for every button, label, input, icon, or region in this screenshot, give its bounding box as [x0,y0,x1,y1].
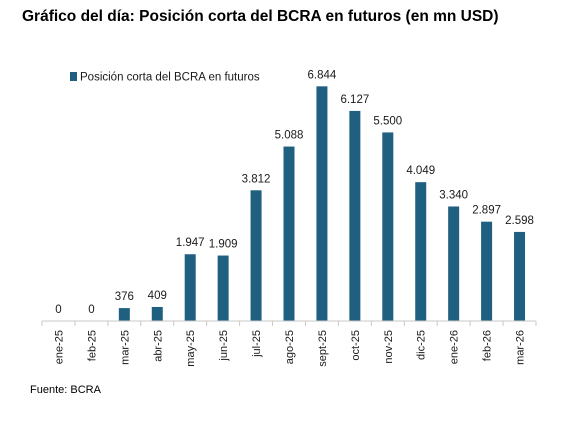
value-label-oct-25: 6.127 [340,94,369,106]
value-label-dic-25: 4.049 [406,165,435,177]
value-label-mar-25: 376 [115,291,134,303]
legend: Posición corta del BCRA en futuros [70,72,260,84]
category-label-ago-25: ago-25 [284,330,296,364]
category-label-feb-25: feb-25 [86,330,98,361]
value-label-ene-25: 0 [55,304,61,316]
category-label-mar-26: mar-26 [515,330,527,365]
value-label-abr-25: 409 [148,290,167,302]
category-label-ene-26: ene-26 [449,330,461,364]
source-note: Fuente: BCRA [30,384,101,396]
category-label-ene-25: ene-25 [53,330,65,364]
value-label-jun-25: 1.909 [209,239,238,251]
bar-jun-25 [217,255,229,321]
category-label-feb-26: feb-26 [482,330,494,361]
value-label-mar-26: 2.598 [505,215,534,227]
category-label-oct-25: oct-25 [350,330,362,361]
bar-ago-25 [283,146,295,321]
value-label-feb-25: 0 [88,304,94,316]
bar-ene-26 [448,206,460,321]
value-label-sept-25: 6.844 [308,69,337,81]
bar-sept-25 [316,86,328,321]
bar-mar-26 [514,231,526,321]
category-label-nov-25: nov-25 [383,330,395,364]
bar-dic-25 [415,182,427,321]
category-label-sept-25: sept-25 [317,330,329,367]
value-label-ene-26: 3.340 [439,189,468,201]
value-label-feb-26: 2.897 [472,205,501,217]
bar-may-25 [184,254,196,321]
category-label-jul-25: jul-25 [251,330,263,358]
page-title: Gráfico del día: Posición corta del BCRA… [22,8,499,25]
bar-mar-25 [118,308,130,321]
value-label-may-25: 1.947 [176,237,205,249]
value-label-ago-25: 5.088 [275,130,304,142]
bar-abr-25 [151,306,163,321]
bar-feb-26 [481,221,493,321]
legend-swatch [70,72,77,81]
category-label-mar-25: mar-25 [119,330,131,365]
category-label-jun-25: jun-25 [218,330,230,362]
bar-jul-25 [250,190,262,321]
bar-oct-25 [349,110,361,321]
legend-label: Posición corta del BCRA en futuros [80,72,260,84]
bar-nov-25 [382,132,394,321]
value-label-jul-25: 3.812 [242,173,271,185]
category-label-abr-25: abr-25 [152,330,164,362]
value-label-nov-25: 5.500 [373,115,402,127]
category-label-may-25: may-25 [185,330,197,367]
category-label-dic-25: dic-25 [416,330,428,360]
